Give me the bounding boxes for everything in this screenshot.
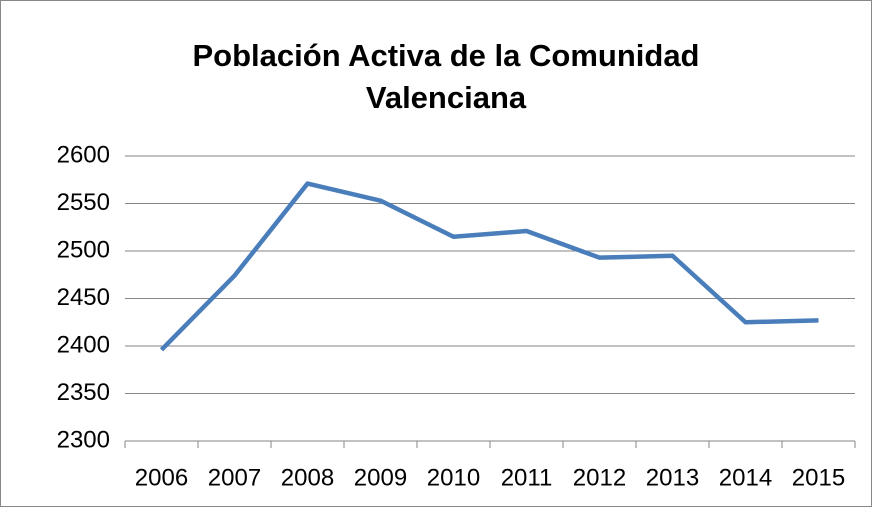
x-tick-label: 2015	[792, 464, 845, 491]
chart-title: Población Activa de la Comunidad Valencia…	[193, 38, 700, 115]
y-tick-label: 2500	[57, 236, 110, 263]
y-tick-label: 2550	[57, 189, 110, 216]
line-series	[159, 181, 819, 352]
x-tick-label: 2009	[354, 464, 407, 491]
x-tick-label: 2014	[719, 464, 772, 491]
x-tick-label: 2007	[208, 464, 261, 491]
x-tick-label: 2012	[573, 464, 626, 491]
x-tick-label: 2008	[281, 464, 334, 491]
y-tick-label: 2450	[57, 284, 110, 311]
x-tick-label: 2011	[501, 464, 553, 491]
y-tick-label: 2300	[57, 426, 110, 453]
y-tick-label: 2600	[57, 141, 110, 168]
y-tick-label: 2350	[57, 379, 110, 406]
y-tick-label: 2400	[57, 331, 110, 358]
x-tick-label: 2006	[135, 464, 188, 491]
x-tick-label: 2010	[427, 464, 480, 491]
x-tick-label: 2013	[646, 464, 699, 491]
